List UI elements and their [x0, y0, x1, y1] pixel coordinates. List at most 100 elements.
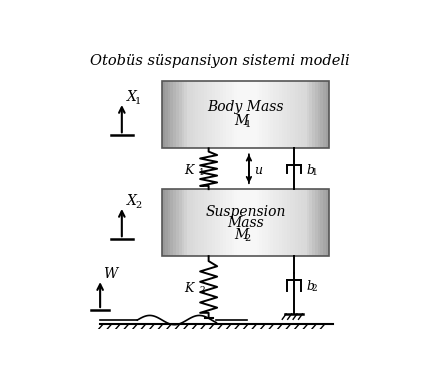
Bar — [168, 189, 170, 256]
Bar — [270, 81, 273, 148]
Bar — [287, 189, 290, 256]
Bar — [276, 81, 279, 148]
Bar — [198, 189, 201, 256]
Text: 1: 1 — [199, 168, 205, 177]
Bar — [223, 81, 226, 148]
Text: K: K — [184, 282, 193, 295]
Bar — [243, 189, 245, 256]
Bar — [221, 189, 223, 256]
Bar — [301, 189, 304, 256]
Bar — [290, 81, 293, 148]
Bar — [181, 189, 184, 256]
Text: W: W — [103, 267, 118, 281]
Bar — [248, 81, 251, 148]
Bar — [307, 189, 309, 256]
Bar — [323, 189, 326, 256]
Bar — [284, 81, 287, 148]
Bar — [296, 189, 298, 256]
Text: X: X — [127, 90, 136, 104]
Bar — [317, 81, 320, 148]
Bar — [307, 81, 309, 148]
Text: b: b — [306, 280, 314, 293]
Bar — [165, 81, 168, 148]
Bar — [162, 189, 165, 256]
Text: X: X — [127, 194, 136, 208]
Bar — [298, 189, 301, 256]
Bar — [259, 81, 262, 148]
Bar — [248, 189, 251, 256]
Bar — [221, 81, 223, 148]
Bar — [257, 189, 259, 256]
Bar — [196, 81, 198, 148]
Bar — [179, 189, 181, 256]
Text: M: M — [234, 114, 249, 128]
Bar — [309, 81, 312, 148]
Bar — [165, 189, 168, 256]
Bar — [315, 81, 317, 148]
Bar — [312, 189, 315, 256]
Bar — [226, 81, 229, 148]
Bar — [218, 189, 221, 256]
Bar — [170, 189, 173, 256]
Text: b: b — [306, 164, 314, 177]
Bar — [268, 81, 270, 148]
Bar — [326, 189, 329, 256]
Text: M: M — [234, 228, 249, 242]
Bar — [323, 81, 326, 148]
Bar — [215, 189, 218, 256]
Bar — [262, 189, 265, 256]
Bar — [245, 189, 248, 256]
Bar — [204, 81, 206, 148]
Bar — [304, 189, 307, 256]
Bar — [190, 81, 193, 148]
Text: Otobüs süspansiyon sistemi modeli: Otobüs süspansiyon sistemi modeli — [91, 54, 350, 68]
Bar — [279, 81, 281, 148]
Text: 2: 2 — [135, 201, 141, 210]
Bar — [209, 189, 212, 256]
Bar — [190, 189, 193, 256]
Bar — [229, 189, 232, 256]
Bar — [290, 189, 293, 256]
Text: 1: 1 — [135, 97, 141, 106]
Bar — [320, 81, 323, 148]
Bar — [237, 189, 240, 256]
Bar — [251, 81, 254, 148]
Bar — [168, 81, 170, 148]
Bar — [309, 189, 312, 256]
Bar — [209, 81, 212, 148]
Bar — [298, 81, 301, 148]
Bar — [173, 81, 176, 148]
Bar — [245, 81, 248, 148]
Bar — [240, 81, 243, 148]
Bar — [162, 189, 329, 256]
Bar — [276, 189, 279, 256]
Bar — [187, 189, 190, 256]
Bar — [304, 81, 307, 148]
Bar — [251, 189, 254, 256]
Bar — [193, 189, 196, 256]
Text: Body Mass: Body Mass — [207, 100, 284, 114]
Bar — [273, 189, 276, 256]
Bar — [212, 81, 215, 148]
Bar — [265, 189, 268, 256]
Bar — [281, 81, 284, 148]
Bar — [254, 81, 257, 148]
Bar — [193, 81, 196, 148]
Bar — [181, 81, 184, 148]
Bar — [229, 81, 232, 148]
Bar — [226, 189, 229, 256]
Bar — [212, 189, 215, 256]
Text: K: K — [184, 164, 193, 177]
Bar — [237, 81, 240, 148]
Bar — [268, 189, 270, 256]
Bar — [206, 81, 209, 148]
Bar — [179, 81, 181, 148]
Bar — [240, 189, 243, 256]
Bar — [201, 189, 204, 256]
Bar — [198, 81, 201, 148]
Bar — [293, 189, 296, 256]
Bar — [196, 189, 198, 256]
Bar — [243, 81, 245, 148]
Bar — [184, 81, 187, 148]
Bar — [265, 81, 268, 148]
